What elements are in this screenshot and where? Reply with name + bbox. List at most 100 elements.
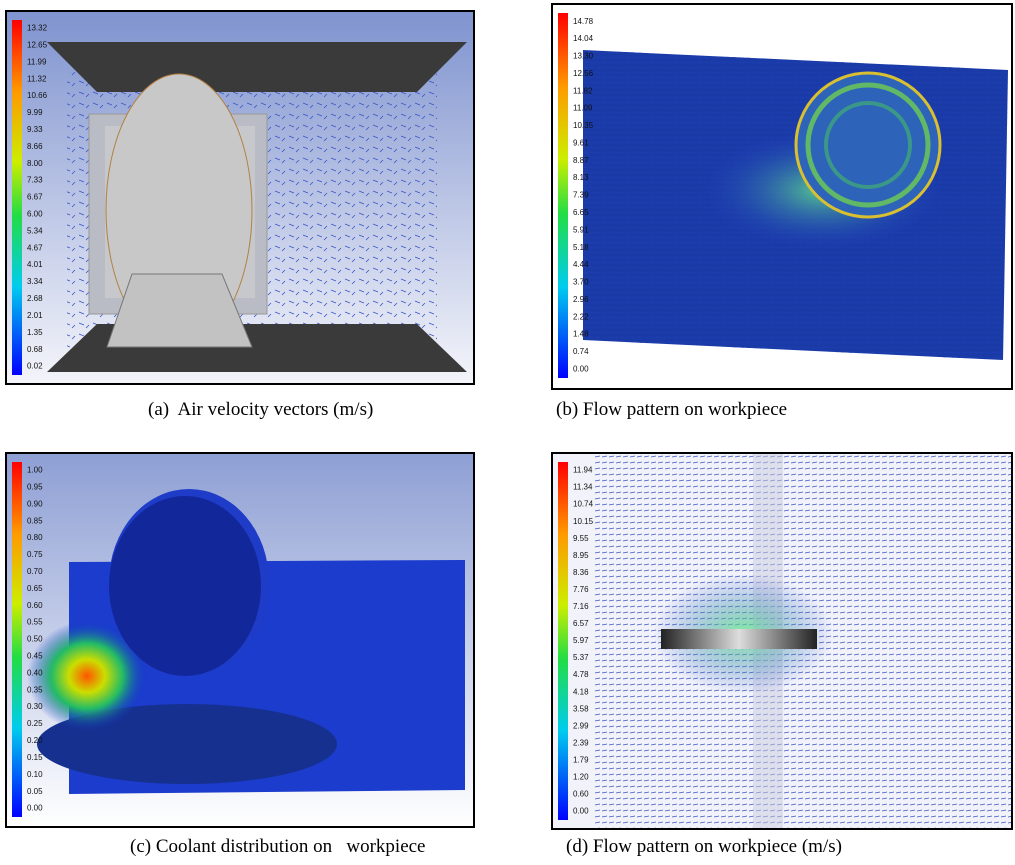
legend-label: 7.33 [27, 176, 43, 185]
legend-label: 0.05 [27, 787, 43, 796]
legend-label: 11.99 [27, 57, 47, 66]
legend-label: 8.36 [573, 568, 589, 577]
legend-label: 7.39 [573, 191, 589, 200]
legend-label: 5.97 [573, 636, 589, 645]
legend-label: 13.32 [27, 24, 48, 33]
caption: (a) Air velocity vectors (m/s) [148, 399, 373, 421]
legend-label: 6.57 [573, 619, 589, 628]
legend-label: 0.95 [27, 482, 43, 491]
legend-label: 9.61 [573, 138, 589, 147]
legend-label: 2.96 [573, 295, 589, 304]
panel-b-image: 14.78 14.04 13.30 12.56 11.82 11.09 10.35 9.61 8… [553, 5, 1011, 388]
legend-label: 11.82 [573, 86, 593, 95]
legend-label: 2.99 [573, 721, 589, 730]
colorbar [12, 20, 22, 375]
legend-label: 0.65 [27, 584, 43, 593]
legend-label: 4.44 [573, 260, 589, 269]
legend-label: 0.30 [27, 702, 43, 711]
legend-label: 8.13 [573, 173, 589, 182]
legend-label: 14.04 [573, 34, 594, 43]
legend-label: 0.50 [27, 635, 43, 644]
legend-label: 0.35 [27, 685, 43, 694]
panel-d-image: 11.94 11.34 10.74 10.15 9.55 8.95 8.36 7.76 7.16… [553, 454, 1011, 828]
legend-label: 10.35 [573, 121, 594, 130]
legend-label: 7.16 [573, 602, 589, 611]
legend-label: 4.01 [27, 260, 43, 269]
legend-label: 14.78 [573, 17, 594, 26]
legend-label: 6.00 [27, 210, 43, 219]
legend-label: 1.20 [573, 772, 589, 781]
legend-label: 3.58 [573, 704, 589, 713]
caption: (d) Flow pattern on workpiece (m/s) [566, 836, 842, 858]
legend-label: 4.67 [27, 243, 43, 252]
legend-label: 8.00 [27, 159, 43, 168]
legend-label: 11.09 [573, 104, 593, 113]
legend-label: 13.30 [573, 52, 594, 61]
panel-c-image: 1.000.950.900.850.800.750.700.650.600.55… [7, 454, 473, 826]
legend-label: 0.02 [27, 362, 43, 371]
caption: (c) Coolant distribution on workpiece [130, 836, 426, 858]
legend-label: 3.70 [573, 278, 589, 287]
legend-label: 8.95 [573, 551, 589, 560]
legend-label: 0.45 [27, 652, 43, 661]
legend-label: 0.75 [27, 550, 43, 559]
legend-label: 0.25 [27, 719, 43, 728]
legend-label: 0.60 [27, 601, 43, 610]
panel-b: 14.78 14.04 13.30 12.56 11.82 11.09 10.35 9.61 8… [551, 3, 1013, 390]
legend-label: 0.10 [27, 770, 43, 779]
legend-label: 9.55 [573, 534, 589, 543]
legend-label: 12.56 [573, 69, 594, 78]
legend-label: 5.91 [573, 225, 589, 234]
legend-label: 12.65 [27, 40, 48, 49]
legend-label: 0.80 [27, 533, 43, 542]
legend-label: 5.37 [573, 653, 589, 662]
legend-label: 0.68 [27, 345, 43, 354]
legend-label: 0.15 [27, 753, 43, 762]
panel-d: 11.94 11.34 10.74 10.15 9.55 8.95 8.36 7.76 7.16… [551, 452, 1013, 830]
legend-label: 11.32 [27, 74, 47, 83]
legend-label: 2.68 [27, 294, 43, 303]
legend-label: 6.65 [573, 208, 589, 217]
legend-label: 0.70 [27, 567, 43, 576]
legend-label: 9.33 [27, 125, 43, 134]
legend-label: 0.60 [573, 790, 589, 799]
legend-label: 0.85 [27, 516, 43, 525]
legend-label: 0.00 [27, 804, 43, 813]
legend-label: 10.15 [573, 517, 594, 526]
legend-label: 2.01 [27, 311, 43, 320]
legend-label: 0.00 [573, 364, 589, 373]
legend-label: 5.34 [27, 226, 43, 235]
legend-label: 7.76 [573, 585, 589, 594]
legend-label: 1.35 [27, 328, 43, 337]
legend-label: 0.40 [27, 668, 43, 677]
legend-label: 4.78 [573, 670, 589, 679]
legend-label: 1.48 [573, 330, 589, 339]
legend-label: 0.74 [573, 347, 589, 356]
legend-label: 11.34 [573, 483, 593, 492]
page: 13.32 12.65 11.99 11.32 10.66 9.99 9.33 8.66 8.0… [0, 0, 1015, 865]
colorbar [12, 462, 22, 817]
caption: (b) Flow pattern on workpiece [556, 399, 787, 421]
legend-label: 1.79 [573, 755, 589, 764]
colorbar [558, 13, 568, 378]
legend-label: 11.94 [573, 466, 593, 475]
panel-a: 13.32 12.65 11.99 11.32 10.66 9.99 9.33 8.66 8.0… [5, 10, 475, 385]
legend-label: 5.18 [573, 243, 589, 252]
legend-label: 3.34 [27, 277, 43, 286]
colorbar [558, 462, 568, 820]
legend-label: 4.18 [573, 687, 589, 696]
legend-label: 2.22 [573, 312, 589, 321]
legend-label: 6.67 [27, 193, 43, 202]
legend-label: 0.55 [27, 618, 43, 627]
legend-label: 10.74 [573, 500, 594, 509]
panel-a-image: 13.32 12.65 11.99 11.32 10.66 9.99 9.33 8.66 8.0… [7, 12, 473, 383]
legend-label: 0.90 [27, 499, 43, 508]
legend-label: 8.87 [573, 156, 589, 165]
legend-label: 0.00 [573, 807, 589, 816]
legend-label: 8.66 [27, 142, 43, 151]
legend-label: 0.20 [27, 736, 43, 745]
legend-label: 9.99 [27, 108, 43, 117]
legend-label: 10.66 [27, 91, 48, 100]
legend-label: 2.39 [573, 738, 589, 747]
